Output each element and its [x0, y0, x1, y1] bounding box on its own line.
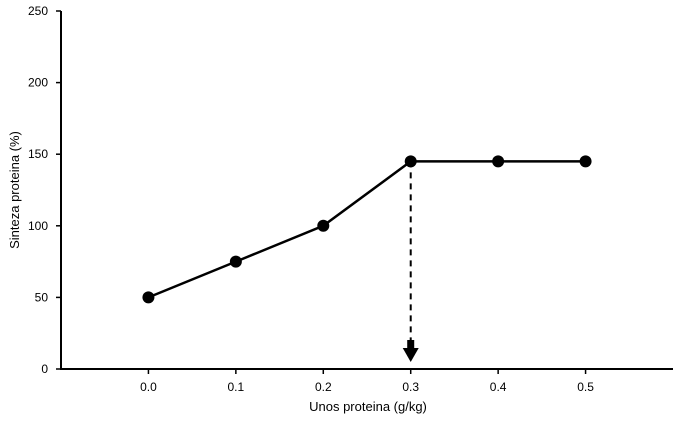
series-group: [142, 155, 592, 304]
series-line: [147, 160, 586, 299]
arrow-shaft: [407, 340, 415, 348]
x-tick-label: 0.2: [315, 380, 332, 394]
arrow-head: [402, 348, 419, 362]
y-axis-title: Sinteza proteina (%): [7, 131, 22, 249]
x-tick-label: 0.4: [490, 380, 507, 394]
y-tick-label: 50: [35, 290, 49, 304]
x-tick-label: 0.0: [140, 380, 157, 394]
data-point: [492, 155, 505, 168]
x-ticks: 0.0 0.1 0.2 0.3 0.4 0.5: [140, 369, 594, 394]
data-point: [404, 155, 417, 168]
axes: [60, 11, 673, 370]
y-tick-label: 0: [41, 362, 48, 376]
y-tick-label: 200: [28, 76, 48, 90]
x-tick-label: 0.1: [228, 380, 245, 394]
threshold-annotation: [402, 161, 419, 362]
x-tick-label: 0.3: [402, 380, 419, 394]
x-axis-title: Unos proteina (g/kg): [309, 399, 427, 414]
y-tick-label: 100: [28, 219, 48, 233]
data-point: [317, 219, 330, 232]
data-point: [142, 291, 155, 304]
x-tick-label: 0.5: [577, 380, 594, 394]
y-tick-label: 150: [28, 147, 48, 161]
y-ticks: 0 50 100 150 200 250: [28, 4, 61, 376]
data-point: [229, 255, 242, 268]
data-point: [579, 155, 592, 168]
y-tick-label: 250: [28, 4, 48, 18]
